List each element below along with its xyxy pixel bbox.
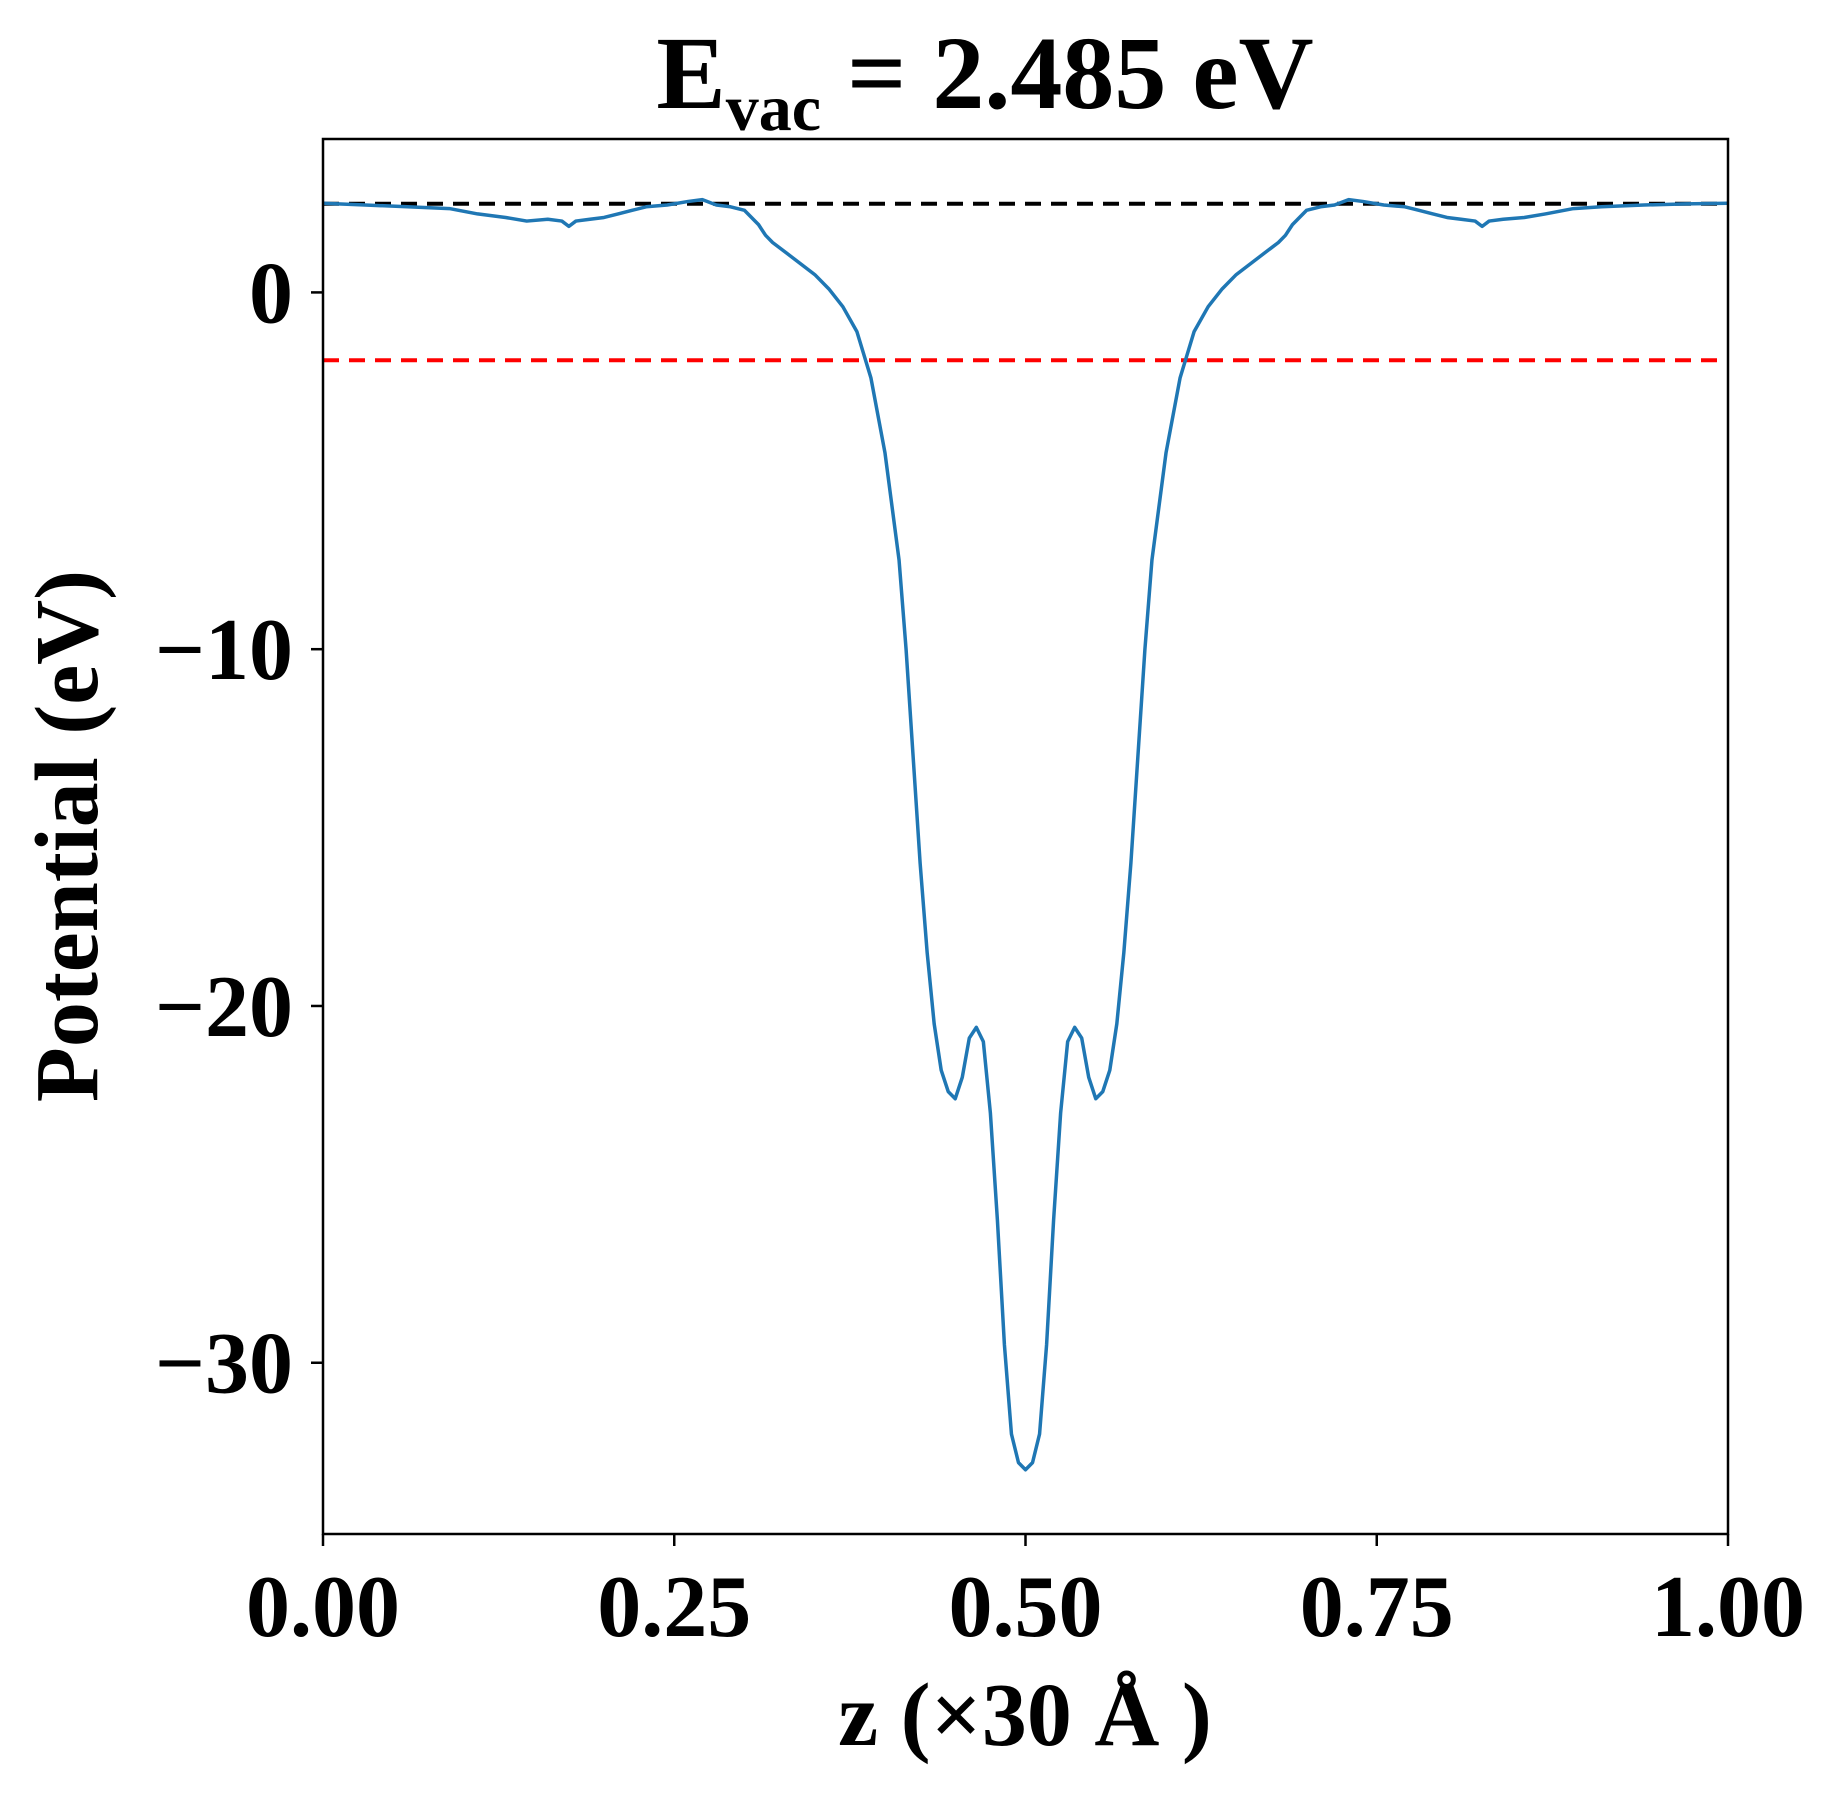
y-axis-label: Potential (eV) [18,570,117,1102]
reference-lines [323,201,1728,363]
x-axis-ticks: 0.00 0.25 0.50 0.75 1.00 [246,1534,1805,1656]
y-tick-label: −10 [155,602,293,699]
x-axis-label: z (×30 Å ) [838,1666,1212,1765]
y-tick-label: −30 [155,1316,293,1413]
chart-title: Evac = 2.485 eV [656,16,1313,145]
x-tick-label: 0.50 [949,1559,1103,1656]
potential-series-line [323,197,1728,1472]
y-axis-ticks: 0 −10 −20 −30 [155,245,323,1413]
x-tick-label: 0.25 [597,1559,751,1656]
y-tick-label: −20 [155,959,293,1056]
x-tick-label: 1.00 [1651,1559,1805,1656]
x-tick-label: 0.75 [1300,1559,1454,1656]
series-layer [323,197,1728,1472]
x-tick-label: 0.00 [246,1559,400,1656]
plot-frame [321,137,1730,1536]
y-tick-label: 0 [249,245,293,342]
